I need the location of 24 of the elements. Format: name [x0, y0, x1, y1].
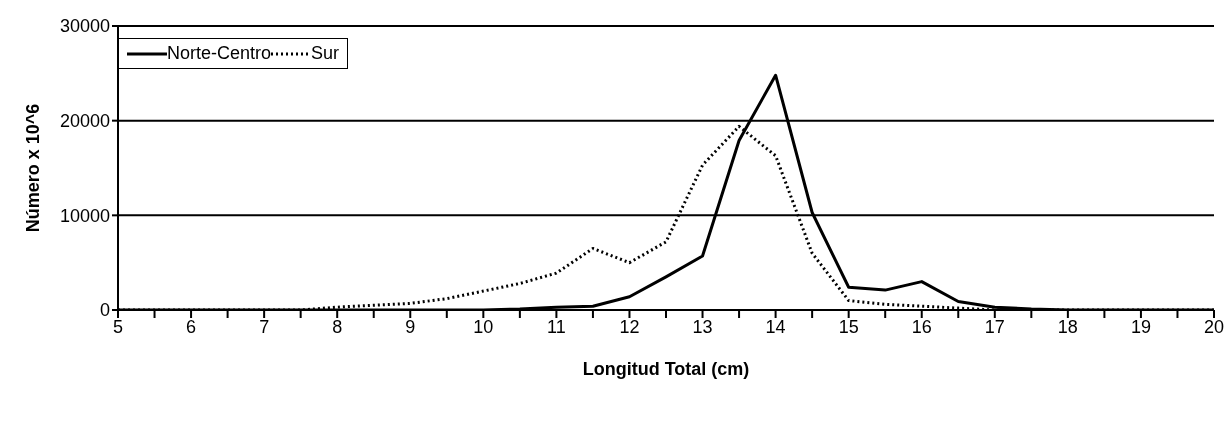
x-tick-label: 13 [692, 316, 713, 337]
x-tick-label: 17 [984, 316, 1005, 337]
x-tick-label: 10 [473, 316, 494, 337]
x-tick-label: 20 [1203, 316, 1225, 337]
legend-label: Sur [311, 43, 340, 64]
x-tick-label: 14 [765, 316, 786, 337]
y-tick-label: 20000 [59, 111, 110, 132]
x-tick-label: 9 [405, 316, 416, 337]
y-tick-label: 30000 [59, 16, 110, 37]
x-tick-label: 11 [547, 316, 566, 337]
y-tick-label: 0 [99, 300, 110, 321]
x-tick-label: 15 [838, 316, 859, 337]
x-tick-label: 16 [911, 316, 932, 337]
x-tick-label: 7 [259, 316, 270, 337]
x-axis-title: Longitud Total (cm) [582, 359, 750, 379]
x-tick-label: 5 [112, 316, 124, 337]
y-axis-title: Número x 10^6 [23, 103, 44, 233]
y-tick-label: 10000 [59, 205, 110, 226]
x-tick-label: 19 [1130, 316, 1151, 337]
x-tick-label: 6 [186, 316, 197, 337]
legend-label: Norte-Centro [167, 43, 272, 64]
x-tick-label: 8 [332, 316, 343, 337]
x-tick-label: 12 [619, 316, 640, 337]
x-tick-label: 18 [1057, 316, 1078, 337]
